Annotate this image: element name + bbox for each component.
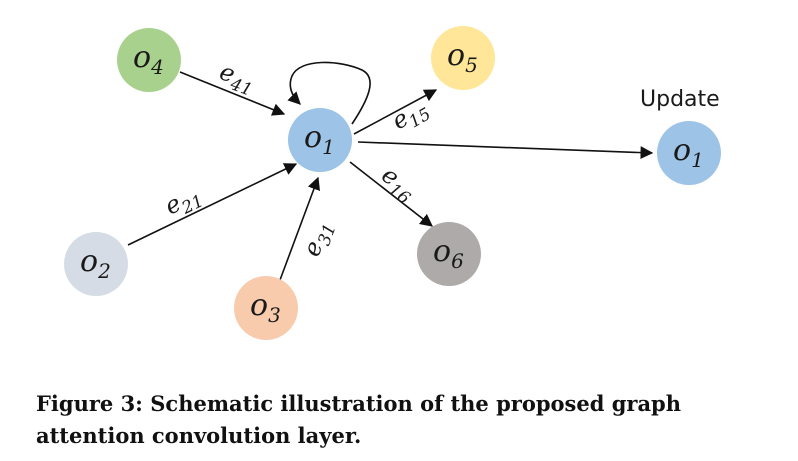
edge-o1-o5 — [353, 89, 438, 135]
edge-o1-update — [357, 141, 654, 159]
node-o2: o2 — [64, 232, 128, 296]
node-o1-update-circle — [657, 121, 721, 185]
edge-o3-o1 — [279, 176, 320, 281]
node-o1-circle — [288, 108, 352, 172]
self-loop-o1 — [287, 61, 371, 125]
node-o6-label: o6 — [433, 234, 464, 273]
edge-o4-o1 — [179, 71, 286, 116]
edge-label-e31: e31 — [297, 217, 340, 262]
node-o2-label: o2 — [80, 244, 111, 283]
node-o3-circle — [234, 276, 298, 340]
update-label: Update — [640, 87, 720, 112]
node-o1-update-label: o1 — [673, 133, 704, 172]
node-o6-circle — [417, 222, 481, 286]
node-o1-update: o1 — [657, 121, 721, 185]
edge-o2-o1 — [127, 163, 298, 246]
graph-attention-diagram: o4 o5 o1 o1 o2 o3 o6 e41 e21 e31 e15 e16… — [64, 26, 721, 340]
edge-o1-o6 — [349, 161, 434, 227]
node-o5-circle — [431, 26, 495, 90]
node-o5-label: o5 — [447, 38, 478, 77]
node-o6: o6 — [417, 222, 481, 286]
node-o1-label: o1 — [304, 120, 335, 159]
node-o4-label: o4 — [133, 40, 164, 79]
edge-label-e16: e16 — [373, 161, 422, 209]
edge-label-e41: e41 — [214, 57, 259, 100]
node-o4-circle — [117, 28, 181, 92]
node-o4: o4 — [117, 28, 181, 92]
node-o5: o5 — [431, 26, 495, 90]
node-o3: o3 — [234, 276, 298, 340]
figure-caption: Figure 3: Schematic illustration of the … — [36, 391, 682, 448]
node-o1: o1 — [288, 108, 352, 172]
node-o2-circle — [64, 232, 128, 296]
node-o3-label: o3 — [250, 288, 281, 327]
edge-label-e15: e15 — [387, 93, 435, 140]
